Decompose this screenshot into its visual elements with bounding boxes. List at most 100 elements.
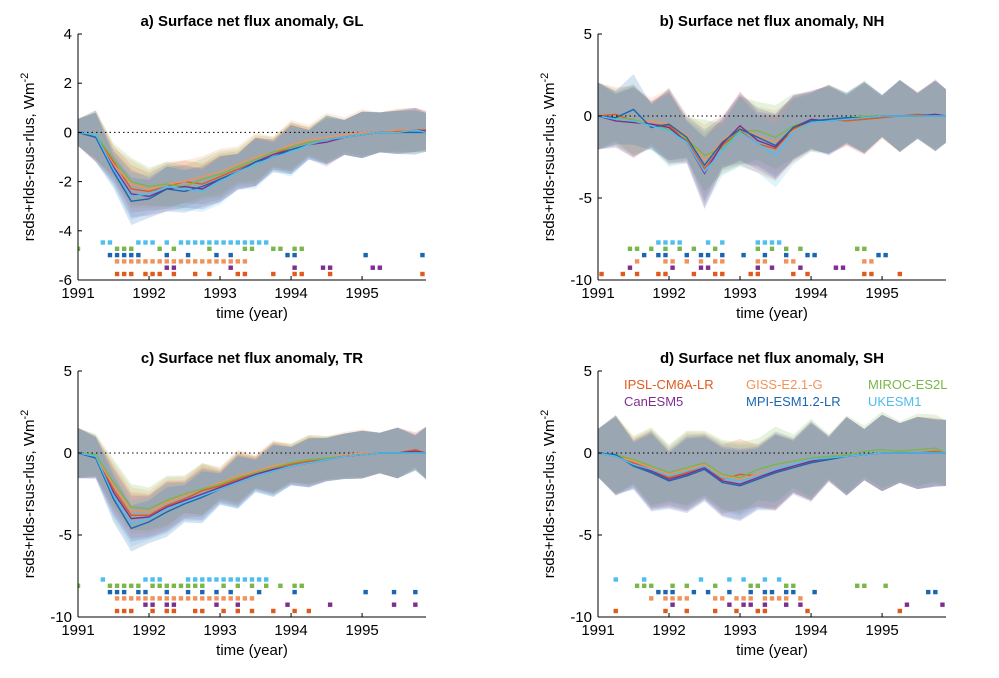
significance-marker-ukesm1 — [641, 577, 647, 582]
significance-marker-giss — [798, 596, 803, 601]
significance-marker-mpi — [791, 589, 796, 595]
significance-marker-miroc — [649, 583, 654, 588]
series-line-ukesm1 — [598, 452, 946, 482]
plot-area — [78, 107, 426, 277]
significance-marker-canesm5 — [798, 602, 803, 607]
significance-marker-giss — [129, 259, 134, 264]
significance-marker-ukesm1 — [663, 240, 668, 245]
x-tick-label: 1993 — [723, 622, 756, 639]
significance-marker-miroc — [136, 583, 141, 588]
x-tick-label: 1995 — [345, 285, 378, 302]
significance-marker-canesm5 — [727, 602, 732, 607]
significance-marker-canesm5 — [670, 602, 675, 607]
significance-marker-mpi — [812, 252, 817, 258]
significance-marker-ukesm1 — [256, 240, 262, 245]
significance-marker-giss — [249, 596, 255, 601]
significance-marker-ipsl — [299, 271, 304, 277]
plot-area — [598, 74, 946, 277]
significance-marker-canesm5 — [741, 602, 746, 607]
significance-marker-miroc — [78, 246, 81, 251]
x-tick-label: 1992 — [132, 285, 165, 302]
significance-marker-mpi — [363, 589, 368, 595]
significance-marker-miroc — [129, 583, 134, 588]
chart-panel-4: 1991 1992 1993 1994 1995 -10 -5 0 5 d) Surface ne… — [539, 350, 947, 659]
significance-marker-ipsl — [129, 271, 134, 277]
significance-marker-miroc — [121, 246, 127, 251]
y-axis-label: rsds+rlds-rsus-rlus, Wm-2 — [539, 410, 558, 579]
significance-marker-canesm5 — [164, 602, 169, 607]
significance-marker-mpi — [292, 252, 297, 258]
significance-marker-canesm5 — [904, 602, 910, 607]
significance-marker-miroc — [185, 583, 191, 588]
significance-marker-ipsl — [192, 608, 198, 614]
significance-marker-mpi — [285, 252, 290, 258]
y-axis-label-superscript: -2 — [539, 410, 551, 420]
significance-marker-giss — [242, 596, 248, 601]
significance-marker-mpi — [698, 252, 704, 258]
significance-marker-canesm5 — [748, 602, 753, 607]
uncertainty-band-ipsl — [598, 79, 946, 205]
significance-marker-ukesm1 — [228, 577, 233, 582]
significance-marker-ukesm1 — [656, 240, 661, 245]
significance-marker-ukesm1 — [769, 240, 775, 245]
significance-marker-mpi — [720, 252, 725, 258]
significance-marker-mpi — [107, 589, 113, 595]
significance-marker-ipsl — [656, 271, 661, 277]
significance-marker-giss — [862, 259, 867, 264]
significance-marker-mpi — [784, 252, 789, 258]
significance-marker-giss — [164, 259, 169, 264]
significance-marker-ukesm1 — [235, 577, 240, 582]
significance-marker-ipsl — [207, 271, 212, 277]
significance-marker-mpi — [762, 252, 768, 258]
significance-marker-giss — [192, 596, 198, 601]
significance-marker-ipsl — [306, 608, 312, 614]
significance-marker-ukesm1 — [755, 240, 760, 245]
significance-marker-ipsl — [327, 271, 333, 277]
significance-marker-miroc — [207, 246, 212, 251]
significance-marker-mpi — [762, 589, 768, 595]
significance-marker-ipsl — [114, 608, 120, 614]
x-tick-label: 1993 — [203, 285, 236, 302]
significance-marker-mpi — [670, 589, 675, 595]
panel-title: c) Surface net flux anomaly, TR — [141, 350, 363, 367]
y-tick-label: 0 — [64, 445, 72, 462]
y-tick-label: -10 — [570, 272, 592, 289]
significance-marker-canesm5 — [377, 265, 383, 270]
significance-marker-mpi — [185, 589, 191, 595]
y-tick-label: -5 — [579, 527, 592, 544]
significance-marker-ipsl — [129, 608, 134, 614]
significance-marker-ukesm1 — [741, 577, 746, 582]
significance-marker-ipsl — [143, 271, 148, 277]
significance-marker-ukesm1 — [100, 240, 106, 245]
significance-marker-ipsl — [192, 271, 198, 277]
significance-marker-mpi — [413, 589, 418, 595]
y-tick-label: -6 — [59, 272, 72, 289]
significance-marker-canesm5 — [627, 265, 633, 270]
significance-marker-giss — [784, 596, 789, 601]
significance-marker-ukesm1 — [249, 577, 255, 582]
significance-marker-miroc — [171, 246, 177, 251]
significance-marker-giss — [776, 596, 782, 601]
significance-marker-ipsl — [862, 271, 867, 277]
significance-marker-miroc — [114, 583, 120, 588]
significance-marker-mpi — [926, 589, 931, 595]
significance-marker-mpi — [805, 252, 810, 258]
panel-title: b) Surface net flux anomaly, NH — [660, 13, 885, 30]
x-tick-label: 1994 — [794, 622, 827, 639]
significance-marker-ipsl — [755, 271, 760, 277]
significance-marker-ipsl — [599, 271, 604, 277]
significance-marker-mpi — [812, 589, 817, 595]
significance-marker-miroc — [292, 583, 297, 588]
significance-marker-ipsl — [249, 608, 255, 614]
significance-marker-canesm5 — [292, 265, 297, 270]
significance-marker-canesm5 — [670, 265, 675, 270]
significance-marker-ipsl — [235, 271, 240, 277]
significance-marker-giss — [235, 259, 240, 264]
significance-marker-giss — [684, 259, 689, 264]
significance-marker-giss — [698, 259, 704, 264]
significance-marker-miroc — [855, 583, 860, 588]
significance-marker-giss — [121, 596, 127, 601]
significance-marker-miroc — [862, 583, 867, 588]
significance-marker-ukesm1 — [214, 577, 219, 582]
